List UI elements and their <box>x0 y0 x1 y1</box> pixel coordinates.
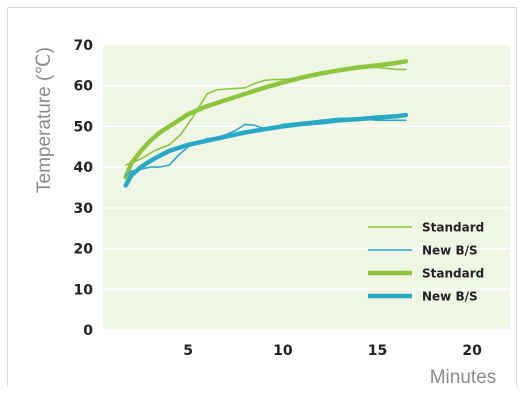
x-tick-label: 20 <box>462 343 482 359</box>
series-line-thin-standard <box>124 66 407 166</box>
x-tick-label: 5 <box>183 343 193 359</box>
y-tick-label: 60 <box>74 79 94 95</box>
legend-label: New B/S <box>422 290 478 304</box>
series-lines <box>123 59 409 188</box>
legend-label: Standard <box>422 267 484 281</box>
y-tick-label: 50 <box>74 119 94 135</box>
series-line-thin-new-b-s <box>124 117 407 177</box>
y-tick-label: 70 <box>74 38 94 54</box>
x-axis-title: Minutes <box>430 367 497 388</box>
legend-label: Standard <box>422 221 484 235</box>
grid-lines <box>103 44 510 331</box>
x-tick-label: 10 <box>273 343 293 359</box>
legend: Standard New B/S Standard New B/S <box>368 221 484 304</box>
y-tick-label: 0 <box>83 323 93 339</box>
y-tick-label: 20 <box>74 242 94 258</box>
y-tick-label: 40 <box>74 160 94 176</box>
y-tick-label: 30 <box>74 201 94 217</box>
y-axis-title: Temperature (℃) <box>34 47 55 193</box>
legend-label: New B/S <box>422 244 478 258</box>
y-tick-labels: 0 10 20 30 40 50 60 70 <box>74 38 94 339</box>
y-tick-label: 10 <box>74 282 94 298</box>
x-tick-labels: 5 10 15 20 <box>183 343 482 359</box>
plot-area <box>103 45 510 330</box>
x-tick-label: 15 <box>368 343 387 359</box>
